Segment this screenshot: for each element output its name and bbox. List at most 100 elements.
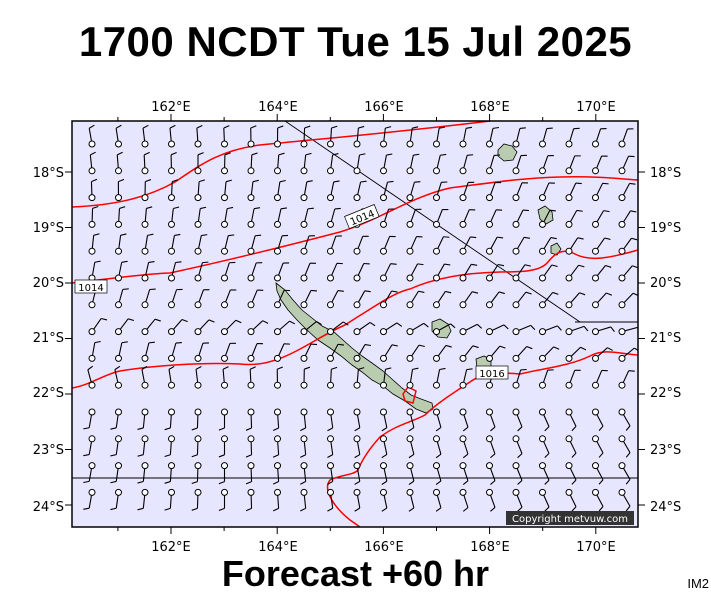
- station-circle: [221, 462, 228, 470]
- barb-staff: [114, 369, 119, 383]
- barb-feather: [571, 452, 577, 458]
- wind-barb: [168, 288, 183, 309]
- station-circle: [274, 247, 281, 255]
- wind-barb: [406, 408, 415, 432]
- barb-staff: [491, 345, 501, 357]
- lon-labels-top: 162°E 164°E 166°E 168°E 170°E: [151, 100, 616, 115]
- wind-barb: [88, 205, 99, 228]
- wind-barb: [353, 125, 365, 148]
- station-circle: [115, 435, 122, 443]
- barb-staff: [490, 468, 496, 481]
- wind-barb: [221, 234, 235, 255]
- station-circle: [433, 381, 440, 389]
- barb-feather: [629, 182, 636, 185]
- barb-staff: [543, 414, 550, 427]
- wind-barb: [618, 435, 631, 458]
- station-circle: [274, 462, 281, 470]
- barb-staff: [411, 290, 419, 303]
- station-circle: [168, 435, 175, 443]
- station-circle: [565, 435, 573, 443]
- wind-barb: [512, 488, 523, 512]
- station-circle: [141, 274, 149, 282]
- barb-feather: [300, 454, 306, 458]
- station-circle: [380, 408, 387, 416]
- barb-feather: [332, 153, 339, 156]
- barb-feather: [250, 125, 257, 129]
- barb-staff: [491, 324, 505, 331]
- barb-feather: [571, 506, 577, 512]
- lat-label: 21°S: [650, 331, 681, 346]
- barb-feather: [174, 233, 181, 237]
- barb-feather: [198, 179, 206, 183]
- wind-barb: [592, 462, 604, 485]
- barb-staff: [543, 468, 550, 481]
- wind-barb: [327, 125, 338, 148]
- barb-feather: [141, 365, 148, 370]
- barb-staff: [197, 208, 201, 222]
- station-circle: [115, 328, 122, 336]
- station-circle: [459, 462, 467, 470]
- station-circle: [115, 247, 122, 255]
- station-circle: [486, 488, 493, 496]
- barb-feather: [92, 205, 99, 209]
- barb-staff: [250, 181, 254, 195]
- wind-barb: [191, 408, 202, 431]
- station-circle: [327, 194, 334, 202]
- wind-barb: [459, 209, 476, 228]
- barb-feather: [583, 326, 589, 332]
- wind-barb: [168, 261, 182, 282]
- lat-label: 20°S: [650, 276, 681, 291]
- station-circle: [141, 328, 149, 336]
- barb-staff: [171, 235, 175, 249]
- station-circle: [565, 462, 573, 470]
- wind-barb: [300, 289, 318, 309]
- barb-feather: [605, 264, 612, 268]
- barb-staff: [222, 369, 225, 383]
- station-circle: [221, 488, 228, 496]
- station-circle: [88, 247, 96, 255]
- station-circle: [406, 408, 414, 416]
- wind-barb: [539, 408, 550, 432]
- station-circle: [618, 435, 626, 443]
- station-circle: [274, 194, 281, 202]
- station-circle: [486, 220, 493, 228]
- barb-feather: [476, 323, 483, 329]
- station-circle: [221, 194, 228, 202]
- lon-label: 164°E: [258, 540, 298, 555]
- barb-feather: [579, 292, 586, 296]
- barb-staff: [570, 237, 579, 249]
- isobar-label-1016: 1016: [475, 365, 509, 380]
- wind-barb: [168, 341, 182, 362]
- wind-barb: [459, 345, 479, 362]
- barb-feather: [110, 480, 117, 484]
- barb-feather: [519, 127, 526, 130]
- wind-barb: [194, 234, 208, 255]
- wind-barb: [168, 319, 188, 336]
- station-circle: [486, 354, 493, 362]
- station-circle: [247, 354, 255, 362]
- wind-barb: [272, 435, 281, 458]
- barb-staff: [195, 369, 199, 383]
- wind-barb: [272, 462, 281, 485]
- wind-barb: [353, 290, 371, 309]
- barb-staff: [490, 414, 496, 428]
- barb-staff: [278, 290, 285, 303]
- station-circle: [221, 381, 228, 389]
- wind-barb: [459, 154, 474, 175]
- station-circle: [380, 140, 387, 148]
- wind-barb: [115, 288, 129, 309]
- wind-barb: [115, 151, 123, 175]
- barb-staff: [490, 209, 497, 222]
- wind-barb: [565, 488, 577, 512]
- station-circle: [433, 301, 440, 309]
- barb-staff: [624, 326, 638, 332]
- station-circle: [459, 140, 467, 148]
- barb-staff: [436, 155, 441, 169]
- barb-staff: [356, 441, 361, 455]
- station-circle: [168, 354, 175, 362]
- barb-feather: [119, 206, 126, 209]
- barb-feather: [544, 426, 550, 432]
- station-circle: [486, 408, 493, 416]
- barb-staff: [383, 181, 389, 195]
